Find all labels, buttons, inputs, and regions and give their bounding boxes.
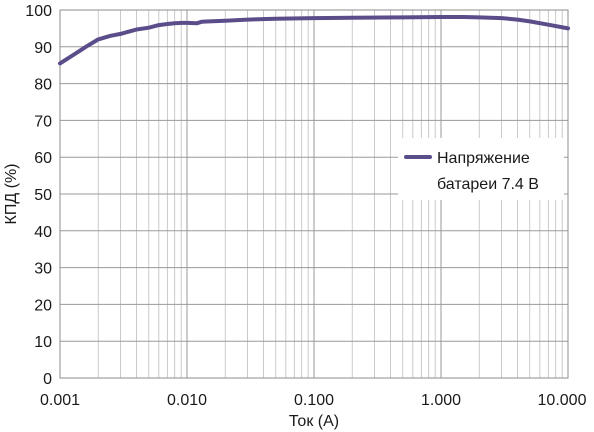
y-tick-label: 60	[34, 150, 52, 167]
x-tick-labels: 0.001 0.010 0.100 1.000 10.000	[40, 392, 587, 409]
y-tick-labels: 0 10 20 30 40 50 60 70 80 90 100	[25, 3, 52, 388]
legend-label-line2: батареи 7.4 В	[437, 176, 539, 193]
y-tick-label: 70	[34, 113, 52, 130]
legend: Напряжение батареи 7.4 В	[398, 138, 564, 200]
y-tick-label: 10	[34, 334, 52, 351]
plot-frame	[59, 9, 569, 379]
legend-box	[398, 138, 564, 200]
x-tick-label: 10.000	[538, 392, 587, 409]
legend-label-line1: Напряжение	[437, 150, 530, 167]
y-tick-label: 0	[43, 371, 52, 388]
x-tick-label: 0.010	[167, 392, 207, 409]
y-axis-title: КПД (%)	[3, 164, 20, 225]
y-tick-label: 40	[34, 224, 52, 241]
y-tick-label: 100	[25, 3, 52, 20]
y-tick-label: 20	[34, 297, 52, 314]
x-tick-label: 1.000	[421, 392, 461, 409]
y-tick-label: 30	[34, 261, 52, 278]
x-axis-title: Ток (А)	[289, 413, 339, 430]
x-tick-label: 0.001	[40, 392, 80, 409]
efficiency-series-line	[58, 15, 570, 66]
x-tick-label: 0.100	[294, 392, 334, 409]
y-tick-label: 80	[34, 77, 52, 94]
y-tick-label: 50	[34, 187, 52, 204]
y-tick-label: 90	[34, 40, 52, 57]
